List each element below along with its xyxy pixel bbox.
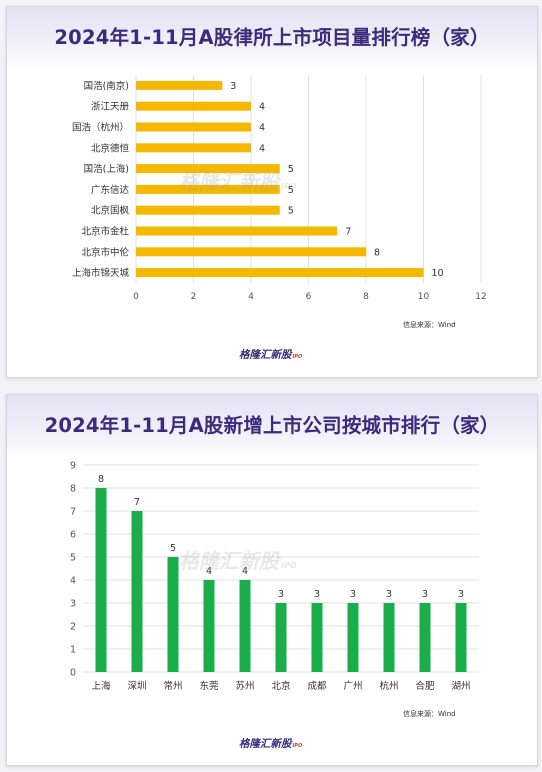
bar [383,603,395,672]
law-firm-chart-card: 2024年1-11月A股律所上市项目量排行榜（家） 0 2 4 6 8 10 12 国浩(南京… [6,6,538,378]
bar [131,511,143,672]
category-label: 北京 [271,680,290,692]
category-label: 广东信达 [91,184,130,196]
category-label: 上海市锦天城 [72,267,130,279]
data-label: 4 [242,566,248,577]
bar [311,603,323,672]
brand-logo: 格隆汇新股IPO [239,738,303,750]
data-label: 7 [134,497,140,508]
data-label: 10 [432,268,444,279]
data-label: 8 [98,474,104,485]
bar [136,164,280,174]
city-bar-chart: 0 1 2 3 4 5 6 7 8 9 8 上海 7 深圳 5 常州 4 东莞 4 苏州 3 北京 3 成都 3 广州 3 杭州 3 合肥… [70,461,479,692]
y-tick-label: 8 [70,484,76,495]
data-label: 3 [350,589,356,600]
bar [347,603,359,672]
bar [136,80,223,90]
category-label: 北京市中伦 [81,246,129,258]
source-note: 信息来源：Wind [403,321,456,329]
data-label: 3 [230,81,236,92]
data-label: 5 [288,206,294,217]
x-tick-label: 12 [475,292,486,302]
category-label: 国浩（杭州） [72,122,129,134]
category-label: 浙江天册 [91,101,130,113]
bar [275,603,287,672]
x-tick-label: 10 [418,292,430,302]
data-label: 3 [458,589,464,600]
bar [136,247,366,257]
category-label: 北京国枫 [91,205,130,217]
data-label: 3 [386,589,392,600]
x-tick-label: 8 [363,292,369,302]
category-label: 杭州 [379,680,398,692]
category-label: 成都 [307,680,327,692]
y-tick-label: 5 [70,553,76,564]
data-label: 4 [206,566,212,577]
category-label: 广州 [343,680,362,692]
y-tick-label: 3 [70,599,76,610]
brand-logo: 格隆汇新股IPO [239,349,303,361]
y-tick-label: 6 [70,530,76,541]
bar [419,603,431,672]
category-label: 东莞 [199,680,219,692]
bar [239,580,251,672]
y-tick-label: 4 [70,576,76,587]
category-label: 合肥 [415,680,435,692]
law-firm-bar-chart: 0 2 4 6 8 10 12 国浩(南京) 3 浙江天册 4 国浩（杭州） 4 北京德恒 4 国浩(上海) 5… [72,75,487,302]
y-tick-label: 9 [70,461,76,472]
y-tick-label: 1 [70,645,76,656]
category-label: 北京市金杜 [81,226,129,238]
bar [136,205,280,215]
bar [136,268,424,278]
bar [136,184,280,194]
bar [136,101,251,111]
category-label: 深圳 [127,681,146,692]
category-label: 国浩(上海) [84,163,129,175]
y-tick-label: 2 [70,622,76,633]
data-label: 5 [288,164,294,175]
source-note: 信息来源：Wind [403,710,456,718]
category-label: 常州 [163,680,182,692]
bar [136,143,251,153]
bar [203,580,215,672]
chart-title: 2024年1-11月A股新增上市公司按城市排行（家） [44,414,500,437]
data-label: 3 [278,589,284,600]
category-label: 湖州 [451,681,470,692]
data-label: 5 [288,185,294,196]
data-label: 3 [422,589,428,600]
category-label: 苏州 [235,680,254,692]
data-label: 8 [374,247,380,258]
bar [136,226,338,236]
chart-header [7,395,537,457]
category-label: 国浩(南京) [84,80,129,92]
category-label: 上海 [91,680,111,692]
data-label: 7 [345,227,351,238]
x-tick-label: 4 [248,292,254,302]
data-label: 4 [259,102,265,113]
x-tick-label: 0 [133,292,139,302]
data-label: 3 [314,589,320,600]
data-label: 4 [259,143,265,154]
data-label: 4 [259,123,265,134]
y-tick-label: 7 [70,507,76,518]
bar [167,557,179,672]
category-label: 北京德恒 [91,142,130,154]
y-tick-label: 0 [70,668,76,679]
chart-header [7,7,537,69]
chart-title: 2024年1-11月A股律所上市项目量排行榜（家） [54,26,490,49]
x-tick-label: 2 [191,292,197,302]
data-label: 5 [170,543,176,554]
bar [95,488,107,672]
x-tick-label: 6 [306,292,312,302]
bar [136,122,251,132]
bar [455,603,467,672]
city-chart-card: 2024年1-11月A股新增上市公司按城市排行（家） 0 1 2 3 4 5 6 7 8 9 8 上海… [6,394,538,766]
